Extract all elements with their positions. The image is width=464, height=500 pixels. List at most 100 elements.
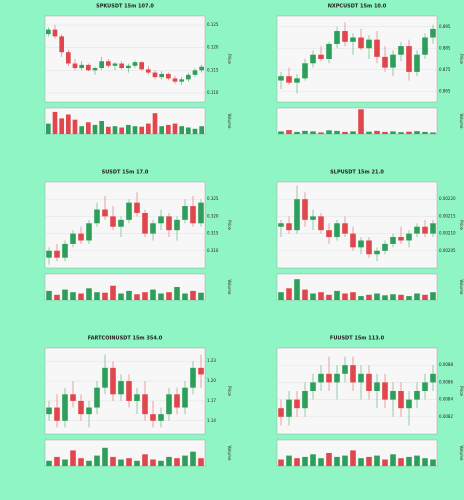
candle-body	[146, 69, 151, 73]
volume-bar	[318, 132, 324, 134]
volume-bar	[310, 454, 316, 466]
candle-body	[342, 365, 348, 374]
candle-body	[62, 243, 68, 258]
candle-body	[422, 382, 428, 391]
candle-body	[302, 63, 308, 79]
volume-bar	[54, 294, 60, 300]
candle-body	[382, 243, 388, 251]
candle-body	[318, 54, 324, 59]
candle-body	[166, 73, 171, 79]
y-tick-label: 0.315	[207, 231, 219, 236]
volume-bar	[358, 109, 364, 134]
candle-body	[350, 233, 356, 248]
y-axis-label: Price	[459, 386, 464, 396]
candle-body	[46, 29, 51, 35]
volume-bar	[92, 124, 98, 134]
volume-bar	[382, 459, 388, 466]
candle-body	[318, 373, 324, 383]
candle-body	[390, 54, 396, 68]
candle-body	[374, 39, 380, 57]
candle-body	[172, 78, 178, 82]
y-axis-label: Price	[227, 54, 232, 64]
volume-bar	[78, 458, 84, 466]
volume-bar	[166, 292, 172, 300]
volume-bar	[422, 294, 428, 300]
volume-bar	[118, 293, 124, 300]
candle-body	[358, 373, 364, 383]
candle-body	[46, 250, 52, 258]
candle-body	[174, 219, 180, 231]
volume-bar	[79, 126, 84, 134]
volume-bar	[334, 130, 340, 134]
volume-bar	[350, 131, 356, 134]
candle-body	[302, 391, 308, 409]
candle-body	[294, 78, 300, 83]
volume-panel	[44, 439, 206, 467]
candle-body	[390, 391, 396, 400]
volume-bar	[59, 118, 64, 134]
y-axis-label: Price	[459, 220, 464, 230]
volume-bar	[126, 458, 132, 466]
volume-bar	[134, 460, 140, 466]
y-tick-label: 1.17	[207, 398, 216, 403]
chart-title: SPKUSDT 15m 107.0	[96, 4, 154, 10]
chart-title: SUSDT 15m 17.0	[102, 170, 149, 176]
candle-body	[102, 367, 108, 388]
volume-bar	[374, 130, 380, 134]
chart-title: NXPCUSDT 15m 10.0	[328, 4, 387, 10]
volume-bar	[334, 290, 340, 300]
y-axis-label: Price	[459, 54, 464, 64]
candle-body	[198, 202, 204, 224]
y-tick-label: 0.0086	[439, 379, 453, 384]
candle-body	[152, 72, 158, 78]
volume-bar	[159, 126, 164, 134]
volume-bar	[278, 292, 284, 300]
volume-bar	[326, 453, 332, 466]
volume-bar	[54, 456, 60, 466]
y-tick-label: 0.125	[207, 22, 219, 27]
price-panel	[44, 15, 206, 103]
candle-body	[350, 365, 356, 383]
volume-bar	[86, 460, 92, 466]
y-tick-label: 0.0088	[439, 362, 453, 367]
candle-body	[78, 400, 84, 415]
candle-body	[166, 216, 172, 231]
volume-bar	[78, 293, 84, 300]
candle-body	[92, 68, 98, 71]
volume-panel	[276, 107, 438, 135]
y-tick-label: 0.895	[439, 24, 451, 29]
candle-body	[134, 394, 140, 401]
volume-bar	[126, 124, 131, 134]
candle-body	[118, 381, 124, 395]
y-tick-label: 0.325	[207, 196, 219, 201]
y-tick-label: 0.00220	[439, 196, 456, 201]
volume-bar	[106, 126, 111, 134]
y-tick-label: 0.875	[439, 67, 451, 72]
y-tick-label: 1.23	[207, 358, 216, 363]
volume-bar	[52, 111, 58, 134]
candle-body	[86, 407, 92, 415]
volume-bar	[86, 122, 91, 134]
candle-body	[334, 31, 340, 44]
candle-body	[70, 233, 76, 244]
volume-bar	[199, 126, 204, 134]
chart-title: FARTCOINUSDT 15m 354.0	[88, 336, 163, 342]
candle-body	[430, 223, 436, 234]
volume-bar	[414, 293, 420, 300]
volume-panel	[44, 107, 206, 135]
candle-body	[126, 202, 132, 220]
candle-body	[126, 381, 132, 401]
candle-body	[374, 250, 380, 255]
volume-bar	[350, 292, 356, 300]
volume-axis-label: Volume	[459, 114, 464, 129]
candle-body	[326, 43, 332, 59]
volume-bar	[390, 454, 396, 466]
volume-bar	[430, 292, 436, 300]
candle-body	[174, 394, 180, 408]
y-tick-label: 0.865	[439, 88, 451, 93]
volume-bar	[112, 126, 118, 134]
volume-bar	[198, 292, 204, 300]
volume-axis-label: Volume	[227, 446, 232, 461]
candle-body	[110, 367, 116, 395]
volume-bar	[374, 293, 380, 300]
